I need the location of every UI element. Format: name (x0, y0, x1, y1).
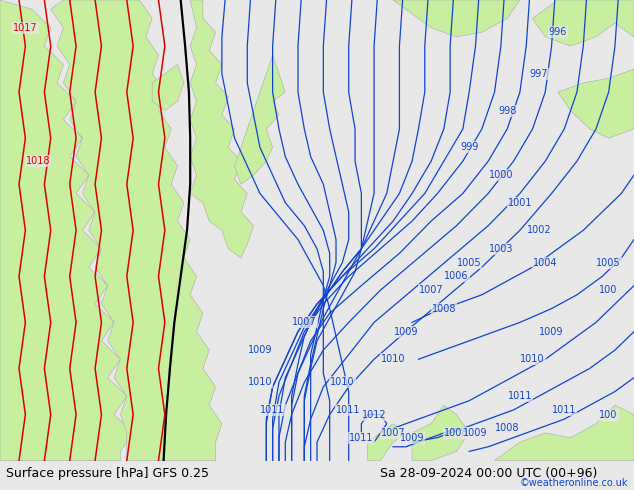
Text: ©weatheronline.co.uk: ©weatheronline.co.uk (519, 478, 628, 488)
Text: Surface pressure [hPa] GFS 0.25: Surface pressure [hPa] GFS 0.25 (6, 467, 209, 480)
Polygon shape (368, 424, 406, 461)
Text: 1018: 1018 (26, 156, 50, 166)
Text: 1007: 1007 (381, 428, 405, 438)
Text: 1000: 1000 (489, 170, 513, 180)
Text: 1002: 1002 (527, 225, 551, 235)
Polygon shape (152, 65, 184, 111)
Text: 999: 999 (460, 143, 478, 152)
Text: 1004: 1004 (533, 258, 557, 268)
Polygon shape (393, 0, 520, 37)
Text: 1007: 1007 (292, 318, 316, 327)
Polygon shape (412, 405, 469, 461)
Text: 1005: 1005 (457, 258, 481, 268)
Text: 1008: 1008 (444, 428, 469, 438)
Text: 1009: 1009 (463, 428, 488, 438)
Text: 1009: 1009 (400, 433, 424, 442)
Text: 1010: 1010 (381, 354, 405, 364)
Text: 1011: 1011 (508, 391, 532, 401)
Text: 1008: 1008 (432, 304, 456, 314)
Text: 1009: 1009 (540, 327, 564, 337)
Text: 1005: 1005 (597, 258, 621, 268)
Text: 1007: 1007 (419, 285, 443, 295)
Text: 1010: 1010 (521, 354, 545, 364)
Text: 998: 998 (498, 105, 516, 116)
Text: 1017: 1017 (13, 23, 37, 33)
Text: 1009: 1009 (394, 327, 418, 337)
Text: 997: 997 (529, 69, 548, 79)
Text: 1011: 1011 (349, 433, 373, 442)
Polygon shape (533, 0, 634, 46)
Polygon shape (0, 0, 133, 461)
Text: 1006: 1006 (444, 271, 469, 281)
Polygon shape (51, 0, 222, 461)
Text: 100: 100 (600, 285, 618, 295)
Polygon shape (495, 405, 634, 461)
Text: 1001: 1001 (508, 197, 532, 208)
Text: 1010: 1010 (330, 377, 354, 387)
Text: Sa 28-09-2024 00:00 UTC (00+96): Sa 28-09-2024 00:00 UTC (00+96) (380, 467, 598, 480)
Text: 100: 100 (600, 410, 618, 419)
Polygon shape (558, 69, 634, 138)
Text: 1009: 1009 (248, 345, 272, 355)
Polygon shape (235, 55, 285, 184)
Text: 996: 996 (549, 27, 567, 37)
Polygon shape (190, 0, 254, 258)
Text: 1003: 1003 (489, 244, 513, 254)
Text: 1012: 1012 (362, 410, 386, 419)
Text: 1011: 1011 (552, 405, 576, 415)
Text: 1011: 1011 (337, 405, 361, 415)
Text: 1008: 1008 (495, 423, 519, 433)
Text: 1011: 1011 (261, 405, 285, 415)
Text: 1010: 1010 (248, 377, 272, 387)
